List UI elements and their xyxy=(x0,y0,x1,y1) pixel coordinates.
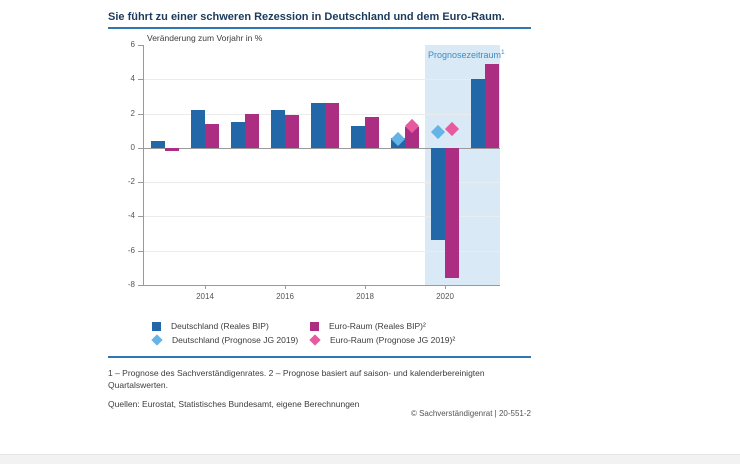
y-tick-label: 4 xyxy=(130,74,135,84)
legend-label: Deutschland (Prognose JG 2019) xyxy=(172,335,299,345)
bar-euroraum-2018 xyxy=(365,117,379,148)
legend-label: Euro-Raum (Prognose JG 2019)² xyxy=(330,335,456,345)
x-tick-label: 2014 xyxy=(196,292,214,301)
y-axis-label: Veränderung zum Vorjahr in % xyxy=(147,33,263,43)
bar-deutschland-2018 xyxy=(351,125,365,148)
bar-deutschland-2016 xyxy=(271,110,285,148)
bar-deutschland-2013 xyxy=(151,141,165,148)
legend-item-euroraum-prognose: Euro-Raum (Prognose JG 2019)² xyxy=(309,333,456,347)
bar-euroraum-2015 xyxy=(245,113,259,148)
x-tick xyxy=(445,285,446,289)
title-underline xyxy=(108,27,531,29)
legend-column-deutschland: Deutschland (Reales BIP) Deutschland (Pr… xyxy=(151,319,310,347)
footnote-ref: 1 xyxy=(501,49,505,56)
sources-line: Quellen: Eurostat, Statistisches Bundesa… xyxy=(108,399,360,409)
bar-euroraum-2016 xyxy=(285,115,299,148)
y-tick-label: 6 xyxy=(130,40,135,49)
footnotes: 1 – Prognose des Sachverständigenrates. … xyxy=(108,368,485,391)
x-tick-label: 2018 xyxy=(356,292,374,301)
legend-item-deutschland-bip: Deutschland (Reales BIP) xyxy=(152,319,310,333)
bar-euroraum-2014 xyxy=(205,123,219,148)
bar-euroraum-2013 xyxy=(165,147,179,152)
x-axis-line xyxy=(143,285,500,286)
y-tick xyxy=(138,216,143,218)
bar-euroraum-2017 xyxy=(325,103,339,148)
x-tick xyxy=(365,285,366,289)
legend-column-euroraum: Euro-Raum (Reales BIP)² Euro-Raum (Progn… xyxy=(309,319,456,347)
y-tick xyxy=(138,45,143,46)
copyright-line: © Sachverständigenrat | 20-551-2 xyxy=(410,409,531,418)
x-tick xyxy=(285,285,286,289)
magenta-square-icon xyxy=(310,321,319,331)
bar-deutschland-2021 xyxy=(471,79,485,148)
y-tick-label: 2 xyxy=(130,108,135,118)
forecast-band-label: Prognosezeitraum1 xyxy=(428,49,505,60)
legend-item-deutschland-prognose: Deutschland (Prognose JG 2019) xyxy=(151,333,310,347)
y-axis-line xyxy=(143,45,144,285)
y-tick xyxy=(138,250,143,252)
gridline xyxy=(143,182,500,184)
gridline xyxy=(143,250,500,252)
gridline xyxy=(143,216,500,218)
y-tick-label: -6 xyxy=(127,245,135,255)
y-tick-label: 0 xyxy=(130,142,135,152)
bar-deutschland-2014 xyxy=(191,110,205,148)
x-tick-label: 2020 xyxy=(436,292,454,301)
y-tick xyxy=(138,285,143,286)
y-tick-label: -8 xyxy=(127,280,135,289)
legend-label: Deutschland (Reales BIP) xyxy=(171,321,269,331)
gridline xyxy=(143,79,500,81)
x-tick-label: 2016 xyxy=(276,292,294,301)
legend: Deutschland (Reales BIP) Deutschland (Pr… xyxy=(151,319,456,347)
bar-euroraum-2019 xyxy=(405,127,419,148)
blue-square-icon xyxy=(152,321,161,331)
y-tick xyxy=(138,113,143,115)
bar-euroraum-2020 xyxy=(445,147,459,279)
y-tick xyxy=(138,79,143,81)
bottom-strip xyxy=(0,454,740,464)
pink-diamond-icon xyxy=(309,334,321,346)
y-tick xyxy=(138,147,143,149)
bar-deutschland-2015 xyxy=(231,122,245,148)
zero-line xyxy=(143,147,500,149)
y-tick-label: -4 xyxy=(127,211,135,221)
x-tick xyxy=(205,285,206,289)
legend-item-euroraum-bip: Euro-Raum (Reales BIP)² xyxy=(310,319,455,333)
lightblue-diamond-icon xyxy=(151,334,163,346)
bar-deutschland-2017 xyxy=(311,103,325,148)
chart-title: Sie führt zu einer schweren Rezession in… xyxy=(108,11,505,23)
footer-divider xyxy=(108,356,531,358)
plot-area: Prognosezeitraum1 6 4 2 0 -2 -4 -6 -8 2014 2016 201… xyxy=(128,40,505,301)
bar-euroraum-2021 xyxy=(485,63,499,148)
legend-label: Euro-Raum (Reales BIP)² xyxy=(329,321,426,331)
y-tick xyxy=(138,182,143,184)
bar-deutschland-2020 xyxy=(431,147,445,241)
y-tick-label: -2 xyxy=(127,177,135,187)
